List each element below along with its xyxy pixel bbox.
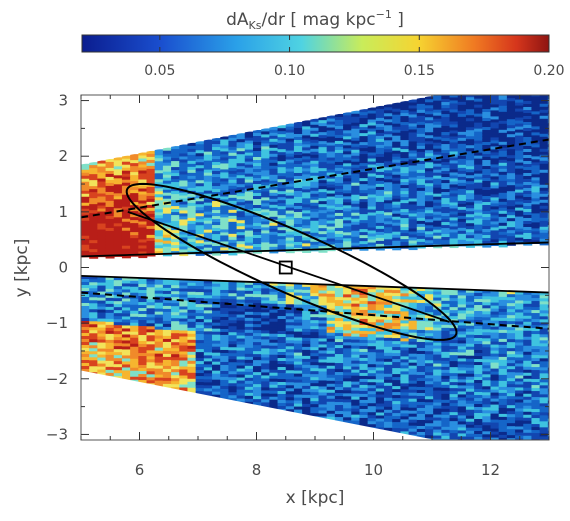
map-cell <box>515 85 524 89</box>
map-cell <box>491 438 500 442</box>
map-cell <box>531 81 540 85</box>
map-cell <box>523 83 532 87</box>
map-cell <box>474 440 483 444</box>
map-cell <box>515 441 524 445</box>
map-cell <box>482 443 491 447</box>
map-cell <box>499 447 508 451</box>
colorbar-tick-label: 0.10 <box>274 63 305 79</box>
colorbar-tick-label: 0.05 <box>144 63 175 79</box>
map-cell <box>540 80 549 84</box>
map-cell <box>531 84 540 88</box>
map-cell <box>474 87 483 91</box>
map-cell <box>531 442 540 446</box>
map-cell <box>474 446 483 450</box>
map-cell <box>507 86 516 90</box>
plot-area <box>81 45 557 490</box>
map-cell <box>499 82 508 86</box>
map-cell <box>491 86 500 90</box>
map-cell <box>507 89 516 93</box>
map-cell <box>482 85 491 89</box>
map-cell <box>482 449 491 453</box>
map-cell <box>474 90 483 94</box>
map-cell <box>466 91 475 95</box>
colorbar-label-main: dA <box>226 10 249 30</box>
map-cell <box>523 454 532 458</box>
map-cell <box>531 457 540 461</box>
map-cell <box>458 90 467 94</box>
map-cell <box>482 88 491 92</box>
map-cell <box>474 443 483 447</box>
map-cell <box>523 77 532 81</box>
map-cell <box>515 88 524 92</box>
map-cell <box>491 450 500 454</box>
map-cell <box>515 453 524 457</box>
colorbar-tick-label: 0.15 <box>404 63 435 79</box>
map-cell <box>499 444 508 448</box>
map-cell <box>531 454 540 458</box>
map-cell <box>491 444 500 448</box>
colorbar-label-sub: Ks <box>249 19 262 32</box>
map-cell <box>491 441 500 445</box>
map-cell <box>523 448 532 452</box>
colorbar-label-sup: −1 <box>376 8 392 21</box>
map-cell <box>499 441 508 445</box>
map-cell <box>499 91 508 95</box>
map-cell <box>491 447 500 451</box>
map-cell <box>499 453 508 457</box>
map-cell <box>523 442 532 446</box>
map-cell <box>491 83 500 87</box>
map-cell <box>531 445 540 449</box>
map-cell <box>482 440 491 444</box>
map-cell <box>507 80 516 84</box>
colorbar-label-end: ] <box>392 10 404 30</box>
map-cell <box>466 88 475 92</box>
map-cell <box>540 89 549 93</box>
map-cell <box>515 91 524 95</box>
map-cell <box>531 87 540 91</box>
colorbar-tick-label: 0.20 <box>533 63 564 79</box>
map-cell <box>523 445 532 449</box>
map-cell <box>515 82 524 86</box>
map-cell <box>450 442 459 446</box>
map-cell <box>482 446 491 450</box>
map-cell <box>523 451 532 455</box>
colorbar-label-rest: /dr [ mag kpc <box>262 10 376 30</box>
map-cell <box>466 446 475 450</box>
map-cell <box>515 444 524 448</box>
map-cell <box>507 444 516 448</box>
map-cell <box>531 90 540 94</box>
map-cell <box>499 88 508 92</box>
map-cell <box>515 79 524 83</box>
map-cell <box>515 447 524 451</box>
map-cell <box>507 447 516 451</box>
map-cell <box>523 439 532 443</box>
map-cell <box>491 89 500 93</box>
map-cell <box>441 442 450 446</box>
map-cell <box>466 443 475 447</box>
map-cell <box>507 441 516 445</box>
map-cell <box>531 451 540 455</box>
map-cell <box>441 439 450 443</box>
map-cell <box>540 83 549 87</box>
map-cell <box>531 448 540 452</box>
map-cell <box>523 86 532 90</box>
map-cell <box>458 442 467 446</box>
map-cell <box>499 450 508 454</box>
map-cell <box>499 85 508 89</box>
map-cell <box>507 83 516 87</box>
map-cell <box>540 86 549 90</box>
colorbar <box>82 35 549 52</box>
map-cell <box>482 91 491 95</box>
map-cell <box>523 89 532 93</box>
map-cell <box>523 80 532 84</box>
map-cell <box>515 450 524 454</box>
colorbar-label: dAKs/dr [ mag kpc−1 ] <box>226 8 404 32</box>
map-cell <box>507 453 516 457</box>
map-cell <box>507 450 516 454</box>
map-cell <box>523 457 532 461</box>
